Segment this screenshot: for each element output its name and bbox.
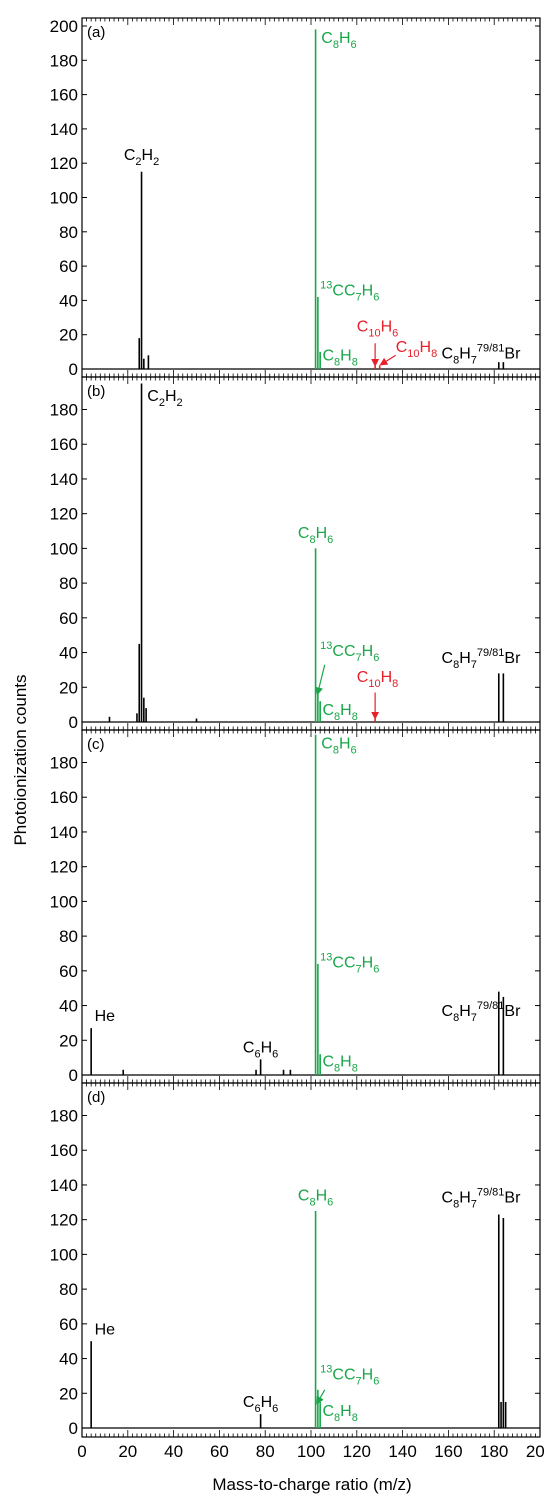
peak-label: 13CC7H6 (320, 1363, 379, 1387)
spectrum-panel-d: 0 20 40 60 80 100 120 140 160 180 0 20 40 60 80 100 120 1… (50, 1082, 545, 1461)
y-tick-label: 0 (69, 1066, 78, 1085)
x-tick-label: 140 (388, 1442, 416, 1461)
annotation-arrow (315, 664, 326, 696)
y-tick-label: 100 (50, 189, 78, 208)
y-tick-label: 80 (59, 574, 78, 593)
y-tick-label: 0 (69, 1419, 78, 1438)
y-tick-label: 120 (50, 1211, 78, 1230)
x-tick-label: 160 (434, 1442, 462, 1461)
y-tick-label: 20 (59, 1384, 78, 1403)
peak-label: 13CC7H6 (320, 951, 379, 975)
y-tick-label: 60 (59, 962, 78, 981)
y-tick-label: 100 (50, 1245, 78, 1264)
peak-label: C8H8 (322, 1403, 357, 1424)
panel-label: (b) (87, 383, 105, 400)
y-tick-label: 160 (50, 788, 78, 807)
x-tick-label: 0 (77, 1442, 86, 1461)
peak-label: C10H6 (357, 318, 399, 339)
y-tick-label: 60 (59, 1315, 78, 1334)
y-tick-label: 40 (59, 997, 78, 1016)
peak-label: C8H6 (298, 1188, 333, 1209)
panel-frame (81, 17, 541, 378)
peak-label: He (95, 1321, 116, 1338)
y-tick-label: 180 (50, 754, 78, 773)
y-tick-label: 200 (50, 17, 78, 36)
y-axis-label: Photoionization counts (11, 674, 30, 845)
y-tick-label: 40 (59, 1350, 78, 1369)
peak-label: C2H2 (147, 388, 182, 409)
peak-label: 13CC7H6 (320, 279, 379, 303)
y-tick-label: 80 (59, 1280, 78, 1299)
peak-label: C8H6 (298, 525, 333, 546)
y-tick-label: 60 (59, 257, 78, 276)
y-tick-label: 140 (50, 120, 78, 139)
spectrum-panel-a: 0 20 40 60 80 100 120 140 160 180 200 (a) C2H2 C8H6 13… (50, 17, 541, 379)
spectrum-panel-c: 0 20 40 60 80 100 120 140 160 180 (c) He C6H6 C8H6 13C… (50, 729, 541, 1085)
y-tick-label: 140 (50, 823, 78, 842)
y-tick-label: 20 (59, 678, 78, 697)
peak-label: C8H8 (322, 347, 357, 368)
y-tick-label: 120 (50, 505, 78, 524)
y-tick-label: 80 (59, 223, 78, 242)
peak-label: C8H6 (321, 736, 356, 757)
peak-label: C6H6 (243, 1039, 278, 1060)
y-tick-label: 140 (50, 470, 78, 489)
peak-label: 13CC7H6 (320, 640, 379, 664)
peak-label: C6H6 (243, 1394, 278, 1415)
y-tick-label: 180 (50, 51, 78, 70)
panel-label: (d) (87, 1089, 105, 1106)
y-tick-label: 40 (59, 291, 78, 310)
y-tick-label: 40 (59, 644, 78, 663)
peak-label: C8H779/81Br (442, 1186, 522, 1210)
peak-label: C8H779/81Br (442, 647, 522, 671)
panel-frame (81, 376, 541, 731)
y-tick-label: 160 (50, 435, 78, 454)
peak-label: C8H779/81Br (442, 1000, 522, 1024)
y-tick-label: 0 (69, 713, 78, 732)
y-tick-label: 60 (59, 609, 78, 628)
y-tick-label: 0 (69, 360, 78, 379)
panel-frame (81, 729, 541, 1084)
peak-label: C8H8 (322, 702, 357, 723)
peak-label: C10H8 (396, 339, 438, 360)
annotation-arrow (316, 1389, 326, 1405)
x-tick-label: 80 (256, 1442, 275, 1461)
y-tick-label: 140 (50, 1176, 78, 1195)
annotation-arrow (379, 354, 397, 366)
x-tick-label: 200 (526, 1442, 545, 1461)
spectrum-panel-b: 0 20 40 60 80 100 120 140 160 180 (b) C2H2 C8H6 13CC7… (50, 376, 541, 732)
x-tick-label: 120 (343, 1442, 371, 1461)
panel-frame (81, 1082, 541, 1438)
x-tick-label: 40 (164, 1442, 183, 1461)
y-tick-label: 20 (59, 1031, 78, 1050)
y-tick-label: 80 (59, 927, 78, 946)
x-axis-label: Mass-to-charge ratio (m/z) (212, 1475, 411, 1494)
y-tick-label: 160 (50, 86, 78, 105)
peak-label: C8H779/81Br (442, 343, 522, 367)
y-tick-label: 120 (50, 154, 78, 173)
y-tick-label: 180 (50, 1107, 78, 1126)
peak-label: C8H6 (321, 30, 356, 51)
peak-label: C2H2 (124, 147, 159, 168)
y-tick-label: 120 (50, 858, 78, 877)
y-tick-label: 180 (50, 401, 78, 420)
peak-label: C10H8 (357, 669, 399, 690)
x-tick-label: 20 (118, 1442, 137, 1461)
x-tick-label: 100 (297, 1442, 325, 1461)
y-tick-label: 20 (59, 326, 78, 345)
y-tick-label: 100 (50, 539, 78, 558)
y-tick-label: 100 (50, 892, 78, 911)
panel-label: (c) (87, 736, 105, 753)
x-tick-label: 180 (480, 1442, 508, 1461)
peak-label: He (95, 1008, 116, 1025)
panel-label: (a) (87, 24, 105, 41)
y-tick-label: 160 (50, 1141, 78, 1160)
x-tick-label: 60 (210, 1442, 229, 1461)
peak-label: C8H8 (322, 1053, 357, 1074)
